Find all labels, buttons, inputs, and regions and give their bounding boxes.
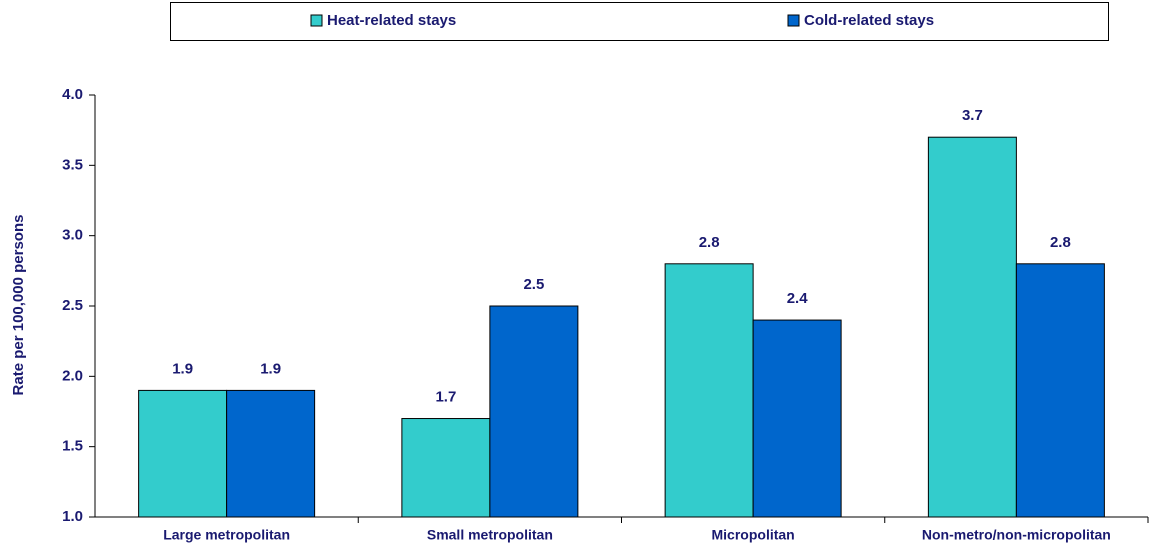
bar: [138, 389, 228, 518]
bar: [489, 305, 579, 518]
data-label: 1.9: [172, 360, 193, 377]
bar: [927, 136, 1017, 518]
data-label: 2.4: [787, 290, 809, 307]
legend-label: Heat-related stays: [327, 12, 456, 29]
legend-box: [170, 2, 1109, 41]
data-label: 1.7: [435, 389, 456, 406]
data-label: 2.8: [1050, 234, 1071, 251]
y-tick-label: 1.5: [62, 438, 83, 455]
data-label: 1.9: [260, 360, 281, 377]
bar: [401, 418, 491, 518]
bar: [664, 263, 754, 518]
y-tick-label: 1.0: [62, 508, 83, 525]
y-tick-label: 3.5: [62, 156, 83, 173]
bar: [1015, 263, 1105, 518]
legend-swatch: [310, 14, 323, 27]
bar: [226, 389, 316, 518]
x-tick-label: Small metropolitan: [427, 527, 553, 543]
y-tick-label: 2.5: [62, 297, 83, 314]
legend-swatch: [787, 14, 800, 27]
y-axis-label: Rate per 100,000 persons: [10, 215, 27, 396]
x-tick-label: Large metropolitan: [163, 527, 290, 543]
bar: [752, 319, 842, 518]
legend-label: Cold-related stays: [804, 12, 934, 29]
y-tick-label: 4.0: [62, 86, 83, 103]
x-tick-label: Non-metro/non-micropolitan: [922, 527, 1111, 543]
x-tick-label: Micropolitan: [712, 527, 795, 543]
data-label: 2.8: [699, 234, 720, 251]
y-tick-label: 2.0: [62, 367, 83, 384]
data-label: 3.7: [962, 107, 983, 124]
data-label: 2.5: [523, 276, 544, 293]
y-tick-label: 3.0: [62, 227, 83, 244]
